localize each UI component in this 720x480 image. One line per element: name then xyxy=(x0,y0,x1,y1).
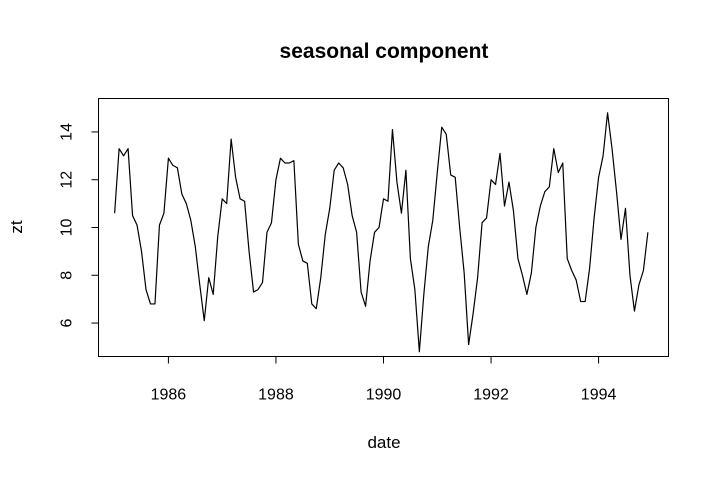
y-tick-label: 6 xyxy=(59,319,76,328)
y-tick-label: 8 xyxy=(59,271,76,280)
series-group xyxy=(114,112,649,353)
y-tick-label: 14 xyxy=(59,123,76,141)
chart-title: seasonal component xyxy=(280,40,489,63)
x-tick-label: 1992 xyxy=(473,387,509,404)
y-axis: 6 8 10 12 14 xyxy=(59,123,99,328)
x-tick-label: 1986 xyxy=(151,387,187,404)
x-axis: 1986 1988 1990 1992 1994 xyxy=(151,356,617,404)
x-tick-label: 1988 xyxy=(258,387,294,404)
x-axis-label: date xyxy=(367,433,400,452)
y-tick-label: 10 xyxy=(59,219,76,237)
y-tick-label: 12 xyxy=(59,171,76,189)
x-tick-label: 1994 xyxy=(581,387,617,404)
plot-frame xyxy=(98,98,669,357)
y-axis-label: zt xyxy=(7,220,26,234)
series-line xyxy=(114,112,649,353)
x-tick-label: 1990 xyxy=(366,387,402,404)
